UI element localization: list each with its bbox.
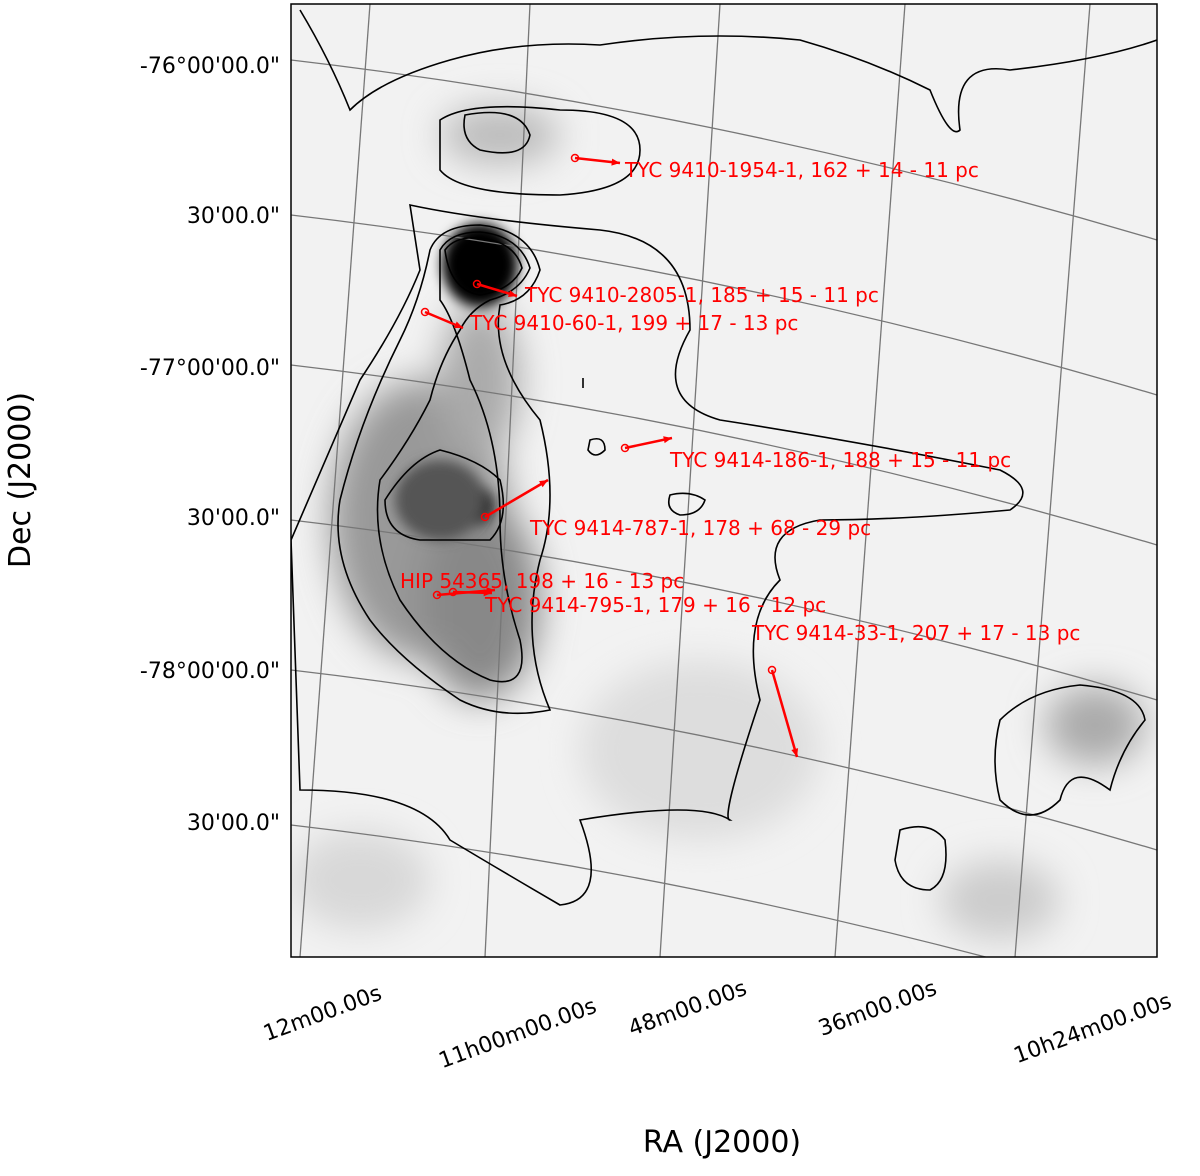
y-tick-label: -76°00'00.0" [140,54,280,79]
arrow-head [454,321,463,329]
star: TYC 9410-2805-1, 185 + 15 - 11 pc [472,279,879,307]
dust-emission [291,105,1145,940]
coordinate-grid [291,4,1157,957]
x-tick-label: 48m00.00s [625,976,750,1042]
star-label: TYC 9414-186-1, 188 + 15 - 11 pc [669,448,1011,472]
star-label: TYC 9414-795-1, 179 + 16 - 12 pc [484,593,826,617]
star: TYC 9410-60-1, 199 + 17 - 13 pc [420,307,798,335]
star-label: TYC 9410-60-1, 199 + 17 - 13 pc [469,311,798,335]
arrow-head [611,158,620,166]
y-tick-label: 30'00.0" [187,204,280,229]
star-label: TYC 9414-787-1, 178 + 68 - 29 pc [529,516,871,540]
y-tick-label: -78°00'00.0" [140,659,280,684]
star-marker [480,512,490,522]
x-axis-label: RA (J2000) [643,1125,801,1160]
y-axis-label: Dec (J2000) [3,392,38,568]
arrow-head [791,748,799,757]
y-tick-label: -77°00'00.0" [140,356,280,381]
x-tick-label: 10h24m00.00s [1011,989,1175,1069]
star: TYC 9410-1954-1, 162 + 14 - 11 pc [570,153,979,182]
motion-arrow [770,669,799,758]
star: TYC 9414-787-1, 178 + 68 - 29 pc [480,478,871,540]
star: TYC 9414-186-1, 188 + 15 - 11 pc [620,436,1011,472]
arrow-head [483,589,492,597]
x-tick-label: 11h00m00.00s [436,994,600,1074]
star-label: TYC 9410-1954-1, 162 + 14 - 11 pc [624,158,979,182]
contours [291,9,1157,906]
arrow-head [508,290,517,297]
star-marker [420,307,430,317]
arrow-head [663,436,672,444]
star: HIP 54365, 198 + 16 - 13 pc [400,569,684,600]
star: TYC 9414-33-1, 207 + 17 - 13 pc [751,621,1080,758]
sky-image [291,4,1157,957]
x-tick-label: 36m00.00s [815,976,940,1042]
star-label: TYC 9410-2805-1, 185 + 15 - 11 pc [524,283,879,307]
star-label: HIP 54365, 198 + 16 - 13 pc [400,569,684,593]
y-tick-label: 30'00.0" [187,811,280,836]
star: TYC 9414-795-1, 179 + 16 - 12 pc [448,587,826,617]
motion-arrow [484,478,549,519]
x-tick-label: 12m00.00s [260,981,385,1047]
star-annotations: TYC 9410-1954-1, 162 + 14 - 11 pc TYC 941… [400,153,1080,758]
star-label: TYC 9414-33-1, 207 + 17 - 13 pc [751,621,1080,645]
arrow-head [539,480,548,488]
y-tick-label: 30'00.0" [187,506,280,531]
plot-frame [290,3,1158,958]
